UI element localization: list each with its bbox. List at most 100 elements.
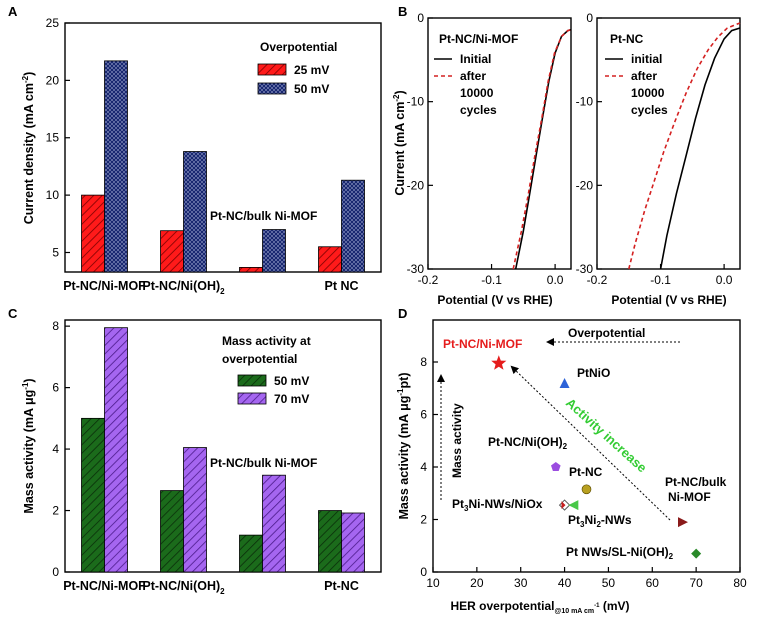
panel-a-annotation: Pt-NC/bulk Ni-MOF — [210, 209, 317, 223]
panel-c-legend-title-line2: overpotential — [222, 352, 297, 366]
panel-b-right-y-tick-label: -30 — [576, 262, 594, 276]
panel-a-bar-pt-nc-ni-oh-2-50-mv — [183, 151, 207, 273]
panel-d-y-axis-label: Mass activity (mA μg-1pt) — [396, 373, 411, 520]
panel-b-left-line-after-10000-cycles — [512, 28, 572, 270]
panel-b-right-x-tick-label: 0.0 — [716, 273, 733, 287]
panel-d-x-tick-label: 80 — [733, 576, 747, 590]
panel-a-legend-label-50mv: 50 mV — [294, 82, 329, 96]
panel-b-left-x-tick-label: -0.2 — [418, 273, 439, 287]
panel-a-y-axis-label: Current density (mA cm-2) — [21, 72, 36, 225]
panel-a-y-tick-label: 10 — [46, 188, 60, 202]
panel-d-label-pt3ni-nws-niox: Pt3Ni-NWs/NiOx — [452, 497, 543, 513]
panel-d-label-pt3ni2-nws: Pt3Ni2-NWs — [568, 513, 632, 529]
panel-d-x-tick-label: 40 — [558, 576, 572, 590]
panel-d-overpotential-label: Overpotential — [568, 326, 645, 340]
panel-a-bar-pt-nc-bulk-ni-mof-25-mv — [239, 267, 263, 273]
panel-d-label-pt-nc-bulk-ni-mof-line2: Ni-MOF — [668, 490, 711, 504]
panel-c-y-tick-label: 8 — [52, 319, 59, 333]
panel-a-y-tick-label: 15 — [46, 131, 60, 145]
panel-a-y-tick-label: 20 — [46, 73, 60, 87]
panel-letter-b: B — [398, 4, 407, 19]
panel-c-y-tick-label: 6 — [52, 381, 59, 395]
panel-d-x-tick-label: 60 — [646, 576, 660, 590]
panel-c-category-label-pt-nc-ni-mof: Pt-NC/Ni-MOF — [63, 579, 146, 593]
panel-a-legend-label-25mv: 25 mV — [294, 63, 329, 77]
panel-d-y-tick-label: 4 — [420, 460, 427, 474]
panel-d-scatter-plot: 10 20 30 40 50 60 70 80 0 2 4 6 8 Overpotential Mass … — [396, 319, 747, 615]
panel-b-left-legend-text: 10000 — [460, 86, 494, 100]
panel-d-marker-pt-nc-ni-mof — [491, 355, 507, 370]
panel-d-x-axis-label: HER overpotential@10 mA cm-1 (mV) — [451, 599, 630, 615]
panel-d-y-tick-label: 8 — [420, 355, 427, 369]
panel-b-right-legend-text: 10000 — [631, 86, 665, 100]
panel-c-category-label-pt-nc: Pt-NC — [324, 579, 359, 593]
panel-b-left-legend-text: Initial — [460, 52, 491, 66]
panel-d-marker-pt3ni2-nws — [568, 500, 579, 511]
panel-c-legend-title-line1: Mass activity at — [222, 334, 311, 348]
panel-d-activity-trend-label: Activity increase — [563, 395, 650, 475]
panel-d-x-tick-label: 30 — [514, 576, 528, 590]
panel-b-left-x-tick-label: -0.1 — [481, 273, 502, 287]
panel-b-left-y-tick-label: -20 — [407, 178, 425, 192]
panel-b-polarization-curves: -0.2 -0.1 0.00-10-20-30-0.2 -0.1 0.00-10-20-… — [392, 11, 741, 307]
panel-b-x-axis-label-left: Potential (V vs RHE) — [437, 293, 552, 307]
panel-b-left-legend-text: after — [460, 69, 486, 83]
panel-letter-d: D — [398, 306, 407, 321]
panel-d-x-tick-label: 20 — [470, 576, 484, 590]
panel-d-marker-pt-nc-bulk-ni-mof — [677, 517, 688, 528]
panel-b-left-x-tick-label: 0.0 — [547, 273, 564, 287]
panel-a-bar-pt-nc-ni-mof-50-mv — [104, 60, 128, 273]
panel-b-left-y-tick-label: -30 — [407, 262, 425, 276]
panel-a-bar-pt-nc-bulk-ni-mof-50-mv — [262, 229, 286, 273]
panel-a-bar-pt-nc-50-mv — [341, 179, 365, 273]
panel-c-bar-pt-nc-ni-oh-2-50-mv — [160, 490, 184, 573]
panel-b-right-legend-text: cycles — [631, 103, 668, 117]
panel-c-legend-swatch-50mv — [237, 374, 267, 387]
panel-d-x-tick-label: 70 — [689, 576, 703, 590]
panel-c-y-tick-label: 2 — [52, 504, 59, 518]
panel-b-y-axis-label: Current (mA cm-2) — [392, 90, 407, 195]
panel-c-category-label-pt-nc-ni-oh-2: Pt-NC/Ni(OH)2 — [142, 579, 225, 596]
panel-d-label-pt-nc-ni-oh-2: Pt-NC/Ni(OH)2 — [488, 435, 568, 451]
panel-c-bar-pt-nc-70-mv — [341, 512, 365, 573]
panel-letter-a: A — [8, 4, 18, 19]
panel-a-legend-swatch-50mv — [257, 82, 287, 95]
panel-b-right-line-after-10000-cycles — [628, 22, 741, 270]
panel-d-marker-overlap-red — [561, 501, 566, 509]
panel-c-bar-pt-nc-ni-mof-50-mv — [81, 417, 105, 573]
panel-d-marker-pt-nws-sl-ni-oh-2 — [691, 548, 702, 559]
panel-c-legend-label-50mv: 50 mV — [274, 374, 309, 388]
panel-b-left-y-tick-label: -10 — [407, 95, 425, 109]
panel-b-right-x-tick-label: -0.2 — [587, 273, 608, 287]
panel-d-y-tick-label: 0 — [420, 565, 427, 579]
panel-b-right-line-initial — [659, 27, 741, 270]
panel-d-label-pt-nws-sl-ni-oh-2: Pt NWs/SL-Ni(OH)2 — [566, 545, 674, 561]
panel-c-bar-pt-nc-ni-oh-2-70-mv — [183, 447, 207, 573]
panel-b-right-legend-text: after — [631, 69, 657, 83]
panel-a-legend-title: Overpotential — [260, 40, 337, 54]
panel-a-frame — [64, 22, 382, 273]
panel-b-left-legend-text: cycles — [460, 103, 497, 117]
panel-a-legend-swatch-25mv — [257, 63, 287, 76]
panel-d-marker-ptnio — [559, 378, 570, 388]
panel-b-right-y-tick-label: -10 — [576, 95, 594, 109]
panel-a-category-label-pt-nc: Pt NC — [324, 279, 358, 293]
panel-c-bar-pt-nc-50-mv — [318, 510, 342, 573]
panel-a-bar-pt-nc-ni-oh-2-25-mv — [160, 230, 184, 273]
panel-d-marker-pt-nc — [581, 484, 592, 495]
panel-c-y-tick-label: 4 — [52, 442, 59, 456]
panel-c-frame — [64, 319, 382, 573]
panel-d-mass-activity-label: Mass activity — [450, 403, 464, 478]
panel-a-category-label-pt-nc-ni-oh-2: Pt-NC/Ni(OH)2 — [142, 279, 225, 296]
panel-d-marker-pt-nc-ni-oh-2 — [551, 462, 561, 471]
panel-b-left-y-tick-label: 0 — [417, 11, 424, 25]
panel-c-legend-swatch-70mv — [237, 392, 267, 405]
panel-b-left-line-initial — [514, 28, 572, 270]
panel-d-label-pt-nc-ni-mof: Pt-NC/Ni-MOF — [443, 337, 522, 351]
panel-d-label-ptnio: PtNiO — [577, 366, 610, 380]
panel-c-y-tick-label: 0 — [52, 565, 59, 579]
panel-c-bar-pt-nc-ni-mof-70-mv — [104, 327, 128, 573]
panel-d-x-tick-label: 50 — [602, 576, 616, 590]
panel-d-frame — [432, 319, 741, 573]
